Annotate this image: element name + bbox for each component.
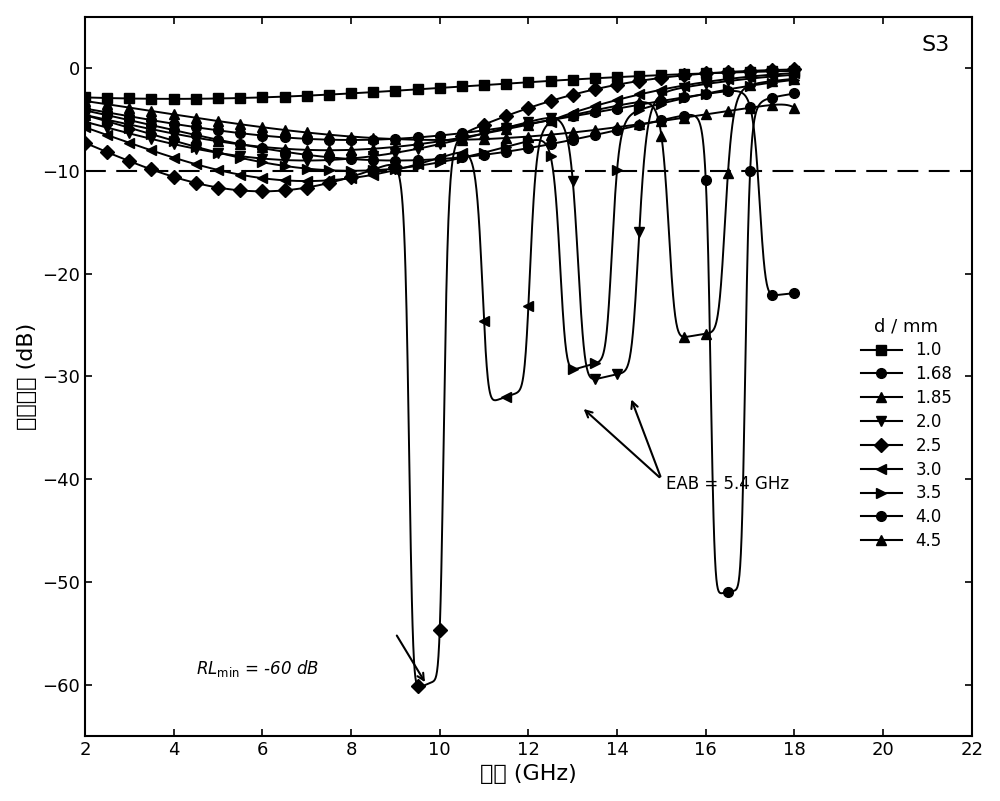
Text: $RL_{\min}$ = -60 dB: $RL_{\min}$ = -60 dB [196,658,319,679]
Text: EAB = 5.4 GHz: EAB = 5.4 GHz [666,475,789,493]
X-axis label: 频率 (GHz): 频率 (GHz) [480,764,577,784]
Legend: 1.0, 1.68, 1.85, 2.0, 2.5, 3.0, 3.5, 4.0, 4.5: 1.0, 1.68, 1.85, 2.0, 2.5, 3.0, 3.5, 4.0… [854,311,959,557]
Y-axis label: 反射损耗 (dB): 反射损耗 (dB) [17,323,37,430]
Text: S3: S3 [921,34,950,54]
